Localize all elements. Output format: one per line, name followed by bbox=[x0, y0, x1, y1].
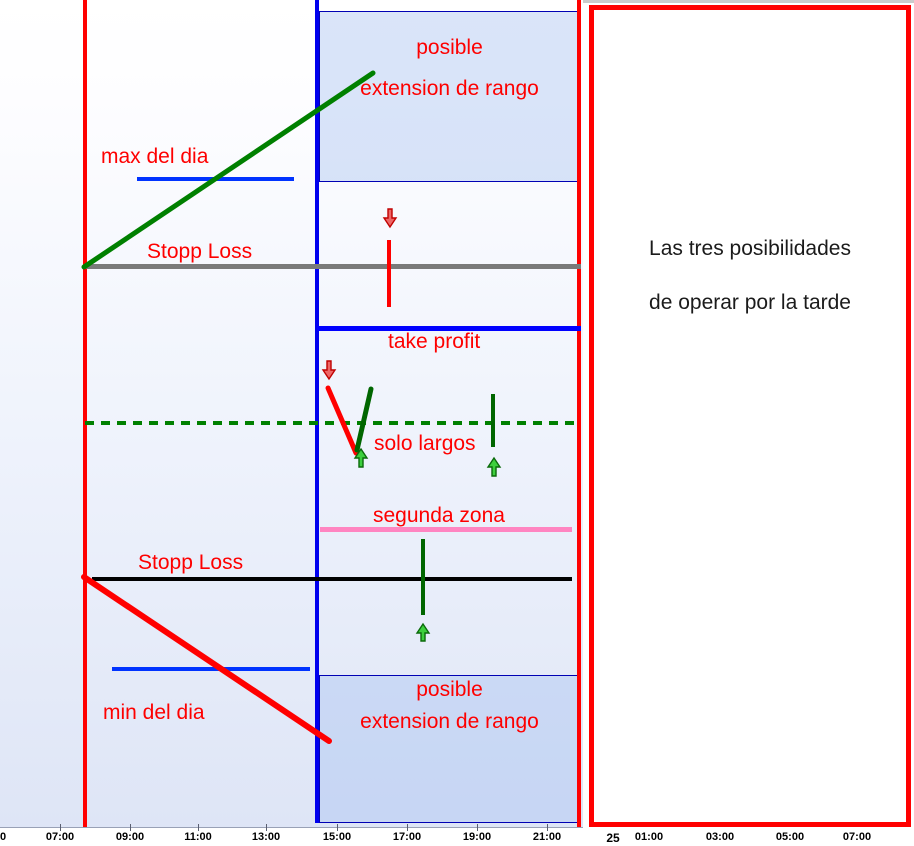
note-text-line1: Las tres posibilidades bbox=[649, 237, 851, 260]
time-axis-label: 0 bbox=[0, 831, 7, 843]
v-reversal-green-leg[interactable] bbox=[354, 386, 374, 453]
label-solo-largos[interactable]: solo largos bbox=[374, 432, 476, 455]
red-price-bar[interactable] bbox=[387, 240, 391, 307]
label-max-del-dia[interactable]: max del dia bbox=[101, 145, 209, 168]
note-text-line2: de operar por la tarde bbox=[649, 291, 851, 314]
green-price-bar[interactable] bbox=[491, 394, 495, 447]
min-of-day-line[interactable] bbox=[112, 667, 310, 671]
note-box: Las tres posibilidades de operar por la … bbox=[589, 5, 911, 827]
time-axis-label: 03:00 bbox=[705, 831, 735, 843]
time-axis-label: 13:00 bbox=[251, 831, 281, 843]
time-axis-label: 15:00 bbox=[322, 831, 352, 843]
day-end-line[interactable] bbox=[577, 0, 581, 827]
label-stop-loss-bottom[interactable]: Stopp Loss bbox=[138, 551, 244, 574]
time-axis-label: 07:00 bbox=[842, 831, 872, 843]
axis-tick bbox=[407, 824, 408, 831]
take-profit-line[interactable] bbox=[317, 326, 581, 331]
time-axis-label: 19:00 bbox=[462, 831, 492, 843]
time-axis-label: 25 bbox=[606, 831, 620, 845]
time-axis-label: 17:00 bbox=[392, 831, 422, 843]
axis-tick bbox=[266, 824, 267, 831]
caption-range-extension-top: posible extension de rango bbox=[319, 0, 580, 182]
day-start-line[interactable] bbox=[83, 0, 87, 827]
caption-line[interactable]: extension de rango bbox=[360, 710, 539, 733]
time-axis-label: 01:00 bbox=[634, 831, 664, 843]
axis-tick bbox=[477, 824, 478, 831]
buy-arrow-icon[interactable] bbox=[353, 447, 369, 468]
uptrend-line[interactable] bbox=[81, 70, 376, 270]
time-axis-label: 07:00 bbox=[45, 831, 75, 843]
caption-line[interactable]: posible bbox=[416, 36, 483, 59]
panel-top-edge bbox=[583, 0, 914, 3]
chart-canvas bbox=[0, 0, 583, 827]
green-price-bar[interactable] bbox=[421, 539, 425, 615]
label-segunda-zona[interactable]: segunda zona bbox=[373, 504, 505, 527]
label-take-profit[interactable]: take profit bbox=[388, 330, 481, 353]
buy-arrow-icon[interactable] bbox=[415, 622, 431, 642]
v-reversal-red-leg[interactable] bbox=[325, 385, 359, 456]
range-extension-box-bottom[interactable] bbox=[319, 675, 580, 823]
note-panel: Las tres posibilidades de operar por la … bbox=[583, 0, 914, 827]
caption-line[interactable]: posible bbox=[416, 678, 483, 701]
axis-tick bbox=[337, 824, 338, 831]
time-axis-label: 21:00 bbox=[532, 831, 562, 843]
caption-line[interactable]: extension de rango bbox=[360, 77, 539, 100]
axis-tick bbox=[198, 824, 199, 831]
afternoon-session-line[interactable] bbox=[315, 0, 319, 823]
caption-range-extension-bottom: posible extension de rango bbox=[319, 675, 580, 823]
sell-arrow-icon[interactable] bbox=[321, 360, 337, 381]
range-extension-box-top[interactable] bbox=[319, 11, 580, 182]
stop-loss-upper-line[interactable] bbox=[84, 264, 581, 269]
axis-tick bbox=[60, 824, 61, 831]
label-min-del-dia[interactable]: min del dia bbox=[103, 701, 205, 724]
buy-arrow-icon[interactable] bbox=[486, 456, 502, 477]
segunda-zona-line[interactable] bbox=[320, 527, 572, 532]
time-axis-label: 09:00 bbox=[115, 831, 145, 843]
stop-loss-lower-line[interactable] bbox=[92, 577, 572, 581]
time-axis-label: 11:00 bbox=[184, 831, 212, 843]
time-axis[interactable]: 0 07:00 09:00 11:00 13:00 15:00 17:00 19:00 21:0… bbox=[0, 824, 914, 846]
axis-rule bbox=[0, 827, 583, 828]
time-axis-label: 05:00 bbox=[775, 831, 805, 843]
sell-arrow-icon[interactable] bbox=[382, 208, 398, 229]
label-stop-loss-top[interactable]: Stopp Loss bbox=[147, 240, 253, 263]
axis-tick bbox=[130, 824, 131, 831]
downtrend-line[interactable] bbox=[81, 574, 332, 744]
axis-tick bbox=[547, 824, 548, 831]
